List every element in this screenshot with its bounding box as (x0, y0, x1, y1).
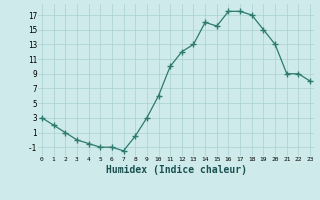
X-axis label: Humidex (Indice chaleur): Humidex (Indice chaleur) (106, 165, 246, 175)
